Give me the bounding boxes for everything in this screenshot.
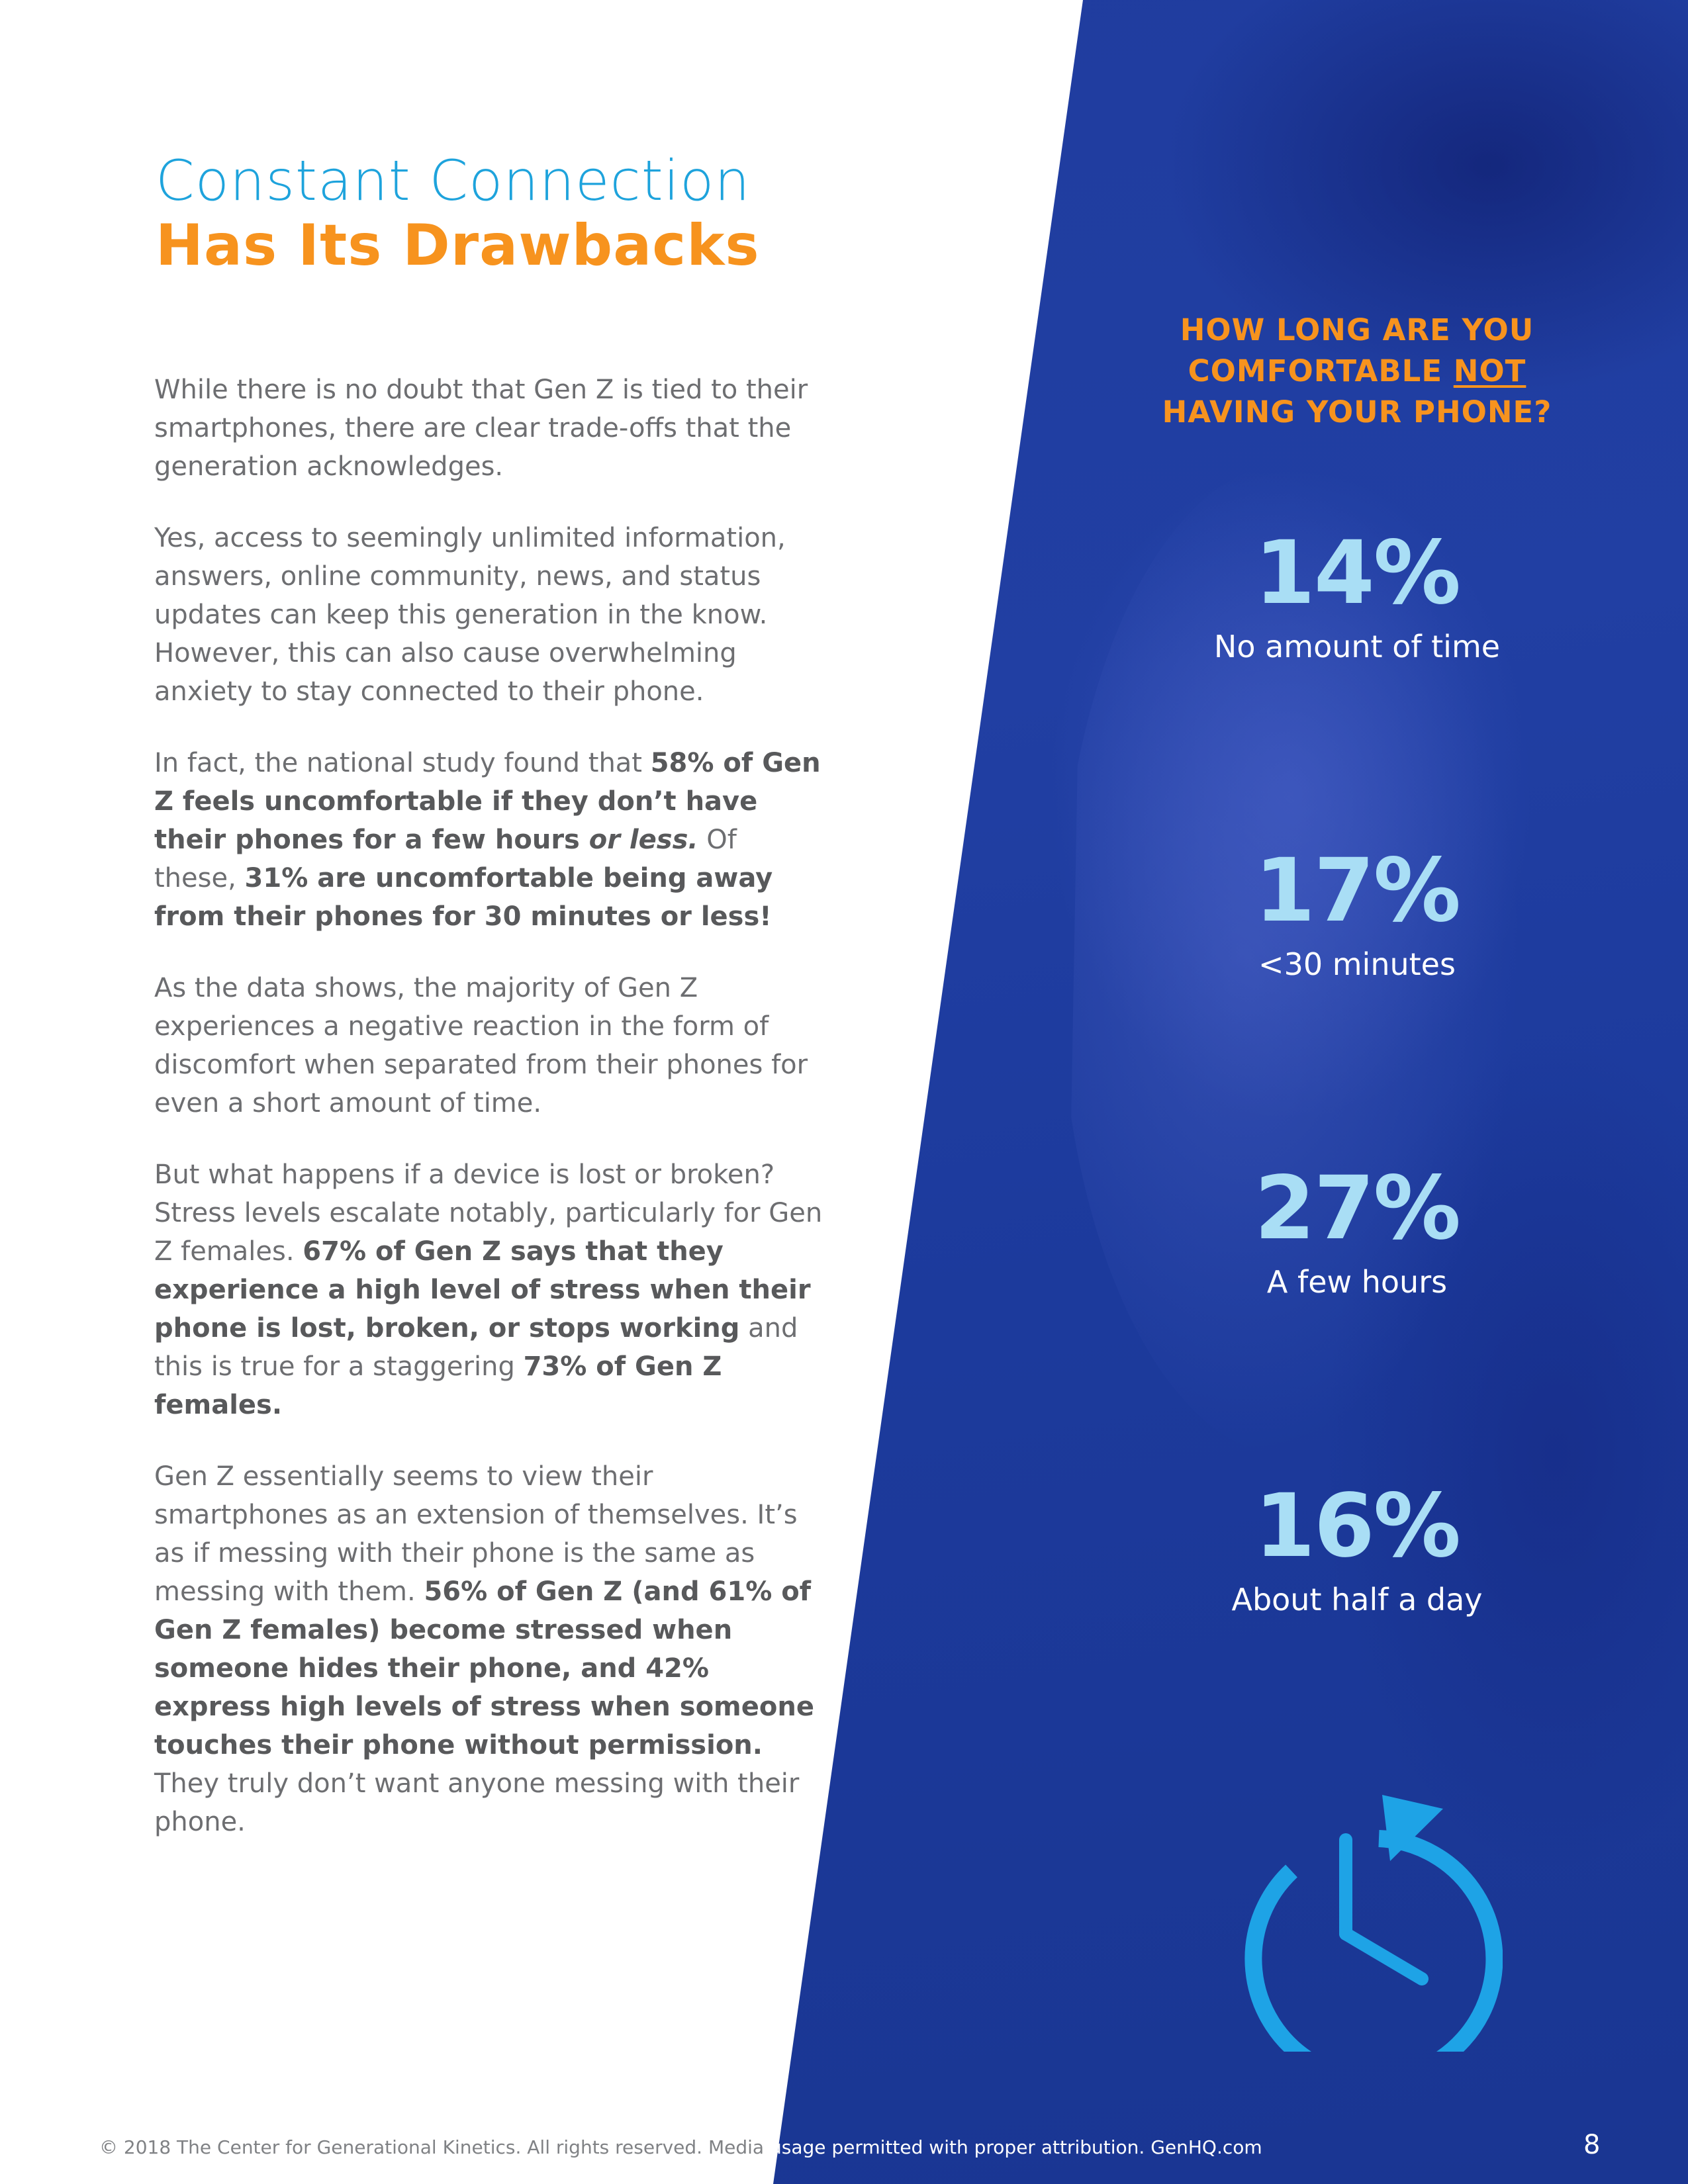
stat-label: About half a day [1231, 1582, 1483, 1617]
paragraph-3-bold-2: 31% are uncomfortable being away from th… [154, 863, 773, 932]
paragraph-6: Gen Z essentially seems to view their sm… [154, 1457, 823, 1841]
paragraph-4: As the data shows, the majority of Gen Z… [154, 973, 808, 1118]
stat-value: 27% [1254, 1158, 1461, 1259]
footer-right: usage permitted with proper attribution.… [769, 2136, 1262, 2158]
stat-label: <30 minutes [1258, 946, 1456, 982]
stat-label: A few hours [1266, 1264, 1448, 1300]
stat-label: No amount of time [1213, 629, 1501, 664]
paragraph-3: In fact, the national study found that 5… [154, 744, 823, 936]
question-emphasis: NOT [1453, 353, 1526, 388]
stat-no-time: 14% No amount of time [1158, 529, 1556, 664]
title-line-2: Has Its Drawbacks [156, 212, 760, 279]
paragraph-5-text-2: and this is true for a staggering [154, 1313, 798, 1382]
page-title: Constant Connection Has Its Drawbacks [156, 149, 884, 278]
stat-few-hours: 27% A few hours [1158, 1165, 1556, 1300]
question-line-3: HAVING YOUR PHONE? [1162, 394, 1552, 430]
paragraph-5-bold-2: 73% of Gen Z females. [154, 1351, 722, 1420]
paragraph-3-bold-italic: or less. [588, 825, 698, 855]
paragraph-3-text-1: In fact, the national study found that [154, 748, 651, 778]
question-line-2-pre: COMFORTABLE [1188, 353, 1454, 388]
paragraph-3-bold-1-text: 58% of Gen Z feels uncomfortable if they… [154, 748, 821, 855]
paragraph-6-bold-1: 56% of Gen Z (and 61% of Gen Z females) … [154, 1576, 814, 1760]
photo-highlight [1059, 463, 1523, 1456]
paragraph-3-bold-1: 58% of Gen Z feels uncomfortable if they… [154, 748, 821, 855]
title-line-1: Constant Connection [156, 148, 751, 213]
paragraph-5-bold-1: 67% of Gen Z says that they experience a… [154, 1236, 811, 1343]
stat-value: 14% [1254, 522, 1461, 624]
timer-icon [1211, 1760, 1503, 2088]
question-line-2: COMFORTABLE NOT [1125, 351, 1589, 392]
body-text: While there is no doubt that Gen Z is ti… [154, 371, 823, 1874]
paragraph-3-text-2: Of these, [154, 825, 737, 893]
stat-under-30-minutes: 17% <30 minutes [1158, 847, 1556, 982]
paragraph-5-text-1: But what happens if a device is lost or … [154, 1160, 823, 1267]
stat-value: 16% [1254, 1475, 1461, 1577]
question-line-1: HOW LONG ARE YOU [1180, 312, 1534, 347]
footer-left: © 2018 The Center for Generational Kinet… [99, 2136, 770, 2158]
stat-half-day: 16% About half a day [1158, 1482, 1556, 1617]
paragraph-5: But what happens if a device is lost or … [154, 1156, 823, 1424]
paragraph-6-text-2: They truly don’t want anyone messing wit… [154, 1768, 800, 1837]
footer-copyright: © 2018 The Center for Generational Kinet… [99, 2136, 1262, 2158]
stat-value: 17% [1254, 840, 1461, 942]
paragraph-2: Yes, access to seemingly unlimited infor… [154, 523, 786, 707]
page-number: 8 [1583, 2130, 1601, 2160]
paragraph-6-text-1: Gen Z essentially seems to view their sm… [154, 1461, 798, 1607]
survey-question: HOW LONG ARE YOU COMFORTABLE NOT HAVING … [1125, 310, 1589, 433]
paragraph-1: While there is no doubt that Gen Z is ti… [154, 375, 808, 482]
